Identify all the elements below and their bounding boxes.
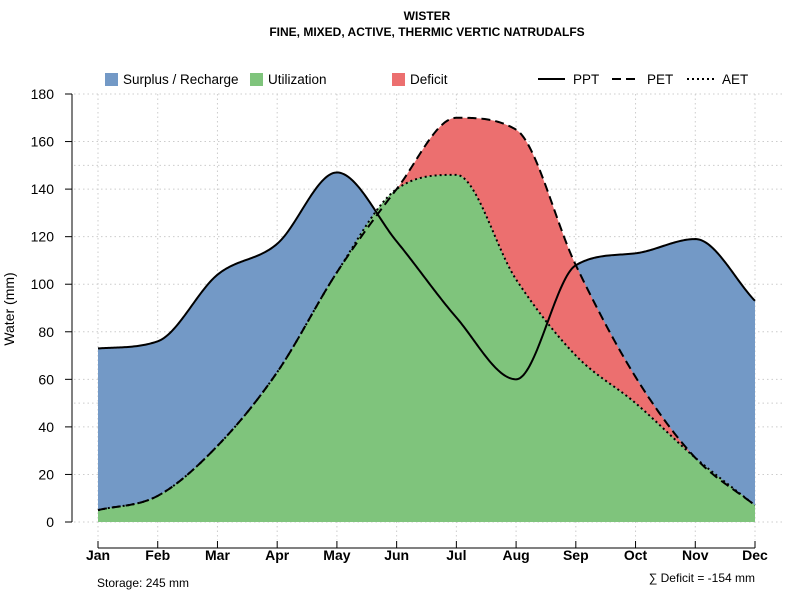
utilization-area [98, 174, 755, 522]
legend-label: Surplus / Recharge [123, 72, 239, 87]
chart-title: WISTER [404, 9, 451, 23]
legend-label: AET [722, 72, 748, 87]
x-tick-label: Jul [446, 547, 466, 563]
x-tick-label: Aug [502, 547, 529, 563]
legend: Surplus / Recharge Utilization Deficit PPT P… [105, 72, 748, 87]
axis-layer: 0 20 40 60 80 100 120 140 160 180 Jan Feb Mar Apr May J… [31, 86, 768, 563]
x-tick-label: Sep [563, 547, 589, 563]
x-tick-label: Dec [742, 547, 768, 563]
y-tick-label: 40 [38, 419, 54, 435]
aet-line [97, 173, 756, 512]
y-tick-label: 140 [31, 181, 55, 197]
y-tick-label: 0 [46, 514, 54, 530]
y-tick-label: 60 [38, 371, 54, 387]
y-tick-label: 120 [31, 229, 55, 245]
legend-label: PET [647, 72, 673, 87]
y-tick-label: 180 [31, 86, 55, 102]
x-tick-label: May [323, 547, 350, 563]
legend-swatch [392, 73, 405, 86]
x-tick-label: Jun [384, 547, 409, 563]
legend-label: Utilization [268, 72, 327, 87]
x-tick-label: Feb [145, 547, 170, 563]
y-tick-label: 160 [31, 134, 55, 150]
legend-label: PPT [573, 72, 599, 87]
y-tick-label: 20 [38, 466, 54, 482]
legend-swatch [105, 73, 118, 86]
x-tick-label: Apr [265, 547, 290, 563]
y-tick-label: 80 [38, 324, 54, 340]
ppt-line [97, 171, 756, 381]
y-tick-label: 100 [31, 276, 55, 292]
pet-line [97, 116, 756, 512]
x-tick-label: Jan [86, 547, 110, 563]
x-tick-label: Mar [205, 547, 230, 563]
x-tick-label: Nov [682, 547, 709, 563]
x-tick-label: Oct [624, 547, 648, 563]
legend-label: Deficit [410, 72, 448, 87]
deficit-total-note: ∑ Deficit = -154 mm [649, 571, 755, 585]
storage-note: Storage: 245 mm [97, 576, 189, 590]
chart-subtitle: FINE, MIXED, ACTIVE, THERMIC VERTIC NATR… [269, 25, 584, 39]
y-axis-title: Water (mm) [1, 272, 17, 345]
area-layer [98, 117, 755, 522]
line-layer [97, 116, 756, 512]
legend-swatch [250, 73, 263, 86]
